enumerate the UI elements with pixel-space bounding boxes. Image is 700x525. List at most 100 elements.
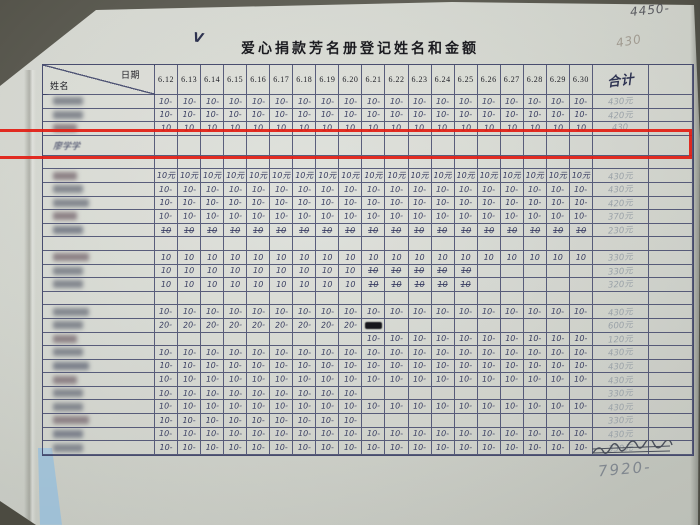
amount-value: 10元 [226,171,245,181]
amount-value: 10- [228,184,242,194]
amount-cell: 10元 [546,169,570,183]
amount-value: 10 [414,279,425,289]
donor-name-blurred [53,185,83,194]
amount-cell: 10- [500,305,524,319]
amount-cell: 10- [178,182,202,197]
amount-cell: 10- [316,414,340,428]
amount-cell: 10- [523,427,547,442]
donor-name-cell [43,373,155,387]
amount-cell: 10 [362,122,386,136]
amount-cell [408,318,432,333]
amount-cell [546,135,570,156]
amount-cell: 10- [270,400,294,415]
amount-value: 10 [460,252,471,262]
amount-cell: 10- [178,196,202,211]
amount-cell: 10 [431,223,455,238]
extra-cell [648,122,693,136]
header-date-cell: 6.16 [247,65,271,95]
amount-value: 10- [528,96,542,107]
header-row: 姓名 日期 6.12 6.13 6.14 6.15 6.16 6.17 6.18 6.19 6.… [43,65,693,95]
row-total-cell: 230元 [592,223,649,238]
amount-value: 10 [575,225,587,235]
amount-cell: 10- [155,210,179,224]
amount-value: 10- [528,347,542,358]
amount-cell: 10 [454,264,478,279]
amount-value: 10 [160,252,172,262]
amount-cell: 10- [362,332,386,347]
amount-value: 10- [366,306,381,317]
donor-name-blurred [53,266,83,275]
row-total-cell: 370元 [592,210,649,224]
amount-value: 10 [322,279,333,289]
amount-cell: 10- [178,414,202,428]
amount-value: 10- [297,306,311,317]
row-total-cell: 330元 [592,386,649,401]
amount-cell: 10- [339,182,363,197]
amount-cell: 10- [431,400,455,415]
donor-name-cell [43,237,155,251]
amount-cell: 10- [316,441,340,455]
extra-cell [648,250,693,265]
amount-cell: 10- [546,95,570,109]
amount-value: 10- [574,401,588,412]
amount-cell: 10- [454,400,478,415]
extra-cell [648,318,693,333]
amount-value: 20- [182,319,196,330]
amount-value: 10- [458,211,473,221]
amount-value: 10- [274,361,288,371]
amount-cell [201,291,225,306]
amount-value: 10 [253,279,264,289]
amount-value: 10- [251,429,265,439]
amount-value: 10- [527,211,542,221]
amount-value: 10元 [548,171,567,181]
extra-cell [648,373,693,387]
amount-cell: 10- [224,386,248,401]
extra-cell [648,359,693,374]
amount-value: 10- [389,110,404,120]
amount-cell [500,237,524,251]
amount-value: 10- [205,401,219,412]
row-total-cell: 430元 [592,400,649,415]
amount-cell: 10- [155,182,179,197]
amount-cell: 20- [339,318,363,333]
amount-cell: 10- [178,373,202,387]
row-total-value: 330元 [607,266,634,278]
amount-value: 10- [366,374,381,384]
extra-cell [648,400,693,415]
amount-cell: 10 [155,122,179,136]
row-total-cell: 430 [592,122,649,136]
amount-cell: 10- [431,332,455,347]
amount-cell: 10- [316,386,340,401]
amount-value: 10- [436,198,450,208]
amount-value: 10- [481,401,496,412]
amount-cell: 10- [431,182,455,197]
amount-value: 10- [412,306,427,317]
amount-cell: 10 [339,122,363,136]
extra-cell [648,169,693,183]
amount-cell [569,237,593,251]
header-date-cell: 6.30 [569,65,593,95]
amount-value: 10- [228,306,242,317]
amount-cell: 10- [569,182,593,197]
amount-value: 10- [251,96,265,107]
donor-name-blurred [53,280,83,289]
amount-value: 10- [366,198,380,208]
amount-cell: 10 [178,250,202,265]
amount-value: 10- [459,443,473,453]
amount-cell [408,386,432,401]
amount-value: 10- [458,306,473,317]
amount-cell [362,155,386,170]
amount-cell [454,237,478,251]
amount-cell [178,155,202,170]
donor-name-blurred [53,171,77,180]
amount-value: 10- [459,110,473,120]
amount-value: 10- [436,334,450,344]
table-row: 10- 10- 10- 10- 10- 10- 10- 10- 10- 10- 10- 10- 10- 1… [43,359,693,374]
amount-cell: 10 [201,250,225,265]
donor-name-cell [43,414,155,428]
header-date-cell: 6.28 [523,65,547,95]
amount-value: 10- [182,96,196,107]
amount-value: 10- [205,374,219,384]
amount-value: 10- [528,198,542,208]
amount-value: 10- [574,361,588,371]
